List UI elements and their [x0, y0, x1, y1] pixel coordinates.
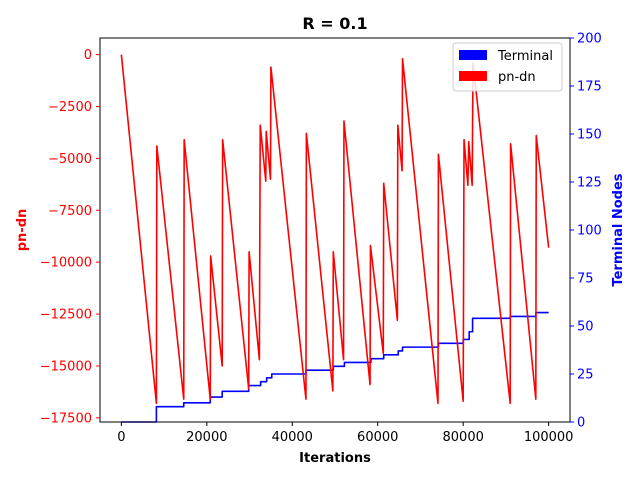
right-y-tick-label: 50 — [577, 320, 594, 335]
left-y-tick-label: −7500 — [48, 204, 92, 219]
x-tick-label: 40000 — [272, 430, 313, 445]
left-y-tick-label: −12500 — [40, 308, 92, 323]
right-y-tick-label: 175 — [577, 80, 602, 95]
left-y-tick-label: −5000 — [48, 152, 92, 167]
x-tick-label: 20000 — [186, 430, 227, 445]
left-y-tick-label: −10000 — [40, 256, 92, 271]
x-tick-label: 100000 — [524, 430, 574, 445]
chart-title: R = 0.1 — [302, 14, 367, 33]
left-y-tick-label: −15000 — [40, 359, 92, 374]
right-y-tick-label: 200 — [577, 32, 602, 47]
left-y-axis-label: pn-dn — [15, 209, 30, 252]
left-y-tick-label: −2500 — [48, 100, 92, 115]
right-y-axis-ticks: 0 25 50 75 100 125 150 175 200 — [570, 32, 602, 431]
right-y-tick-label: 150 — [577, 128, 602, 143]
right-y-axis-label: Terminal Nodes — [611, 173, 626, 286]
right-y-tick-label: 125 — [577, 176, 602, 191]
left-y-axis-ticks: 0 −2500 −5000 −7500 −10000 −12500 −15000 −17500 — [40, 48, 100, 426]
right-y-tick-label: 25 — [577, 368, 594, 383]
x-tick-label: 60000 — [357, 430, 398, 445]
x-tick-label: 0 — [117, 430, 125, 445]
legend-label-terminal: Terminal — [497, 49, 553, 64]
left-y-tick-label: −17500 — [40, 411, 92, 426]
x-axis-ticks: 0 20000 40000 60000 80000 100000 — [117, 422, 573, 445]
right-y-tick-label: 75 — [577, 272, 594, 287]
legend-swatch-pn-dn — [459, 71, 487, 81]
left-y-tick-label: 0 — [84, 48, 92, 63]
right-y-tick-label: 100 — [577, 224, 602, 239]
x-axis-label: Iterations — [299, 451, 371, 466]
legend-swatch-terminal — [459, 50, 487, 60]
series-line-terminal — [121, 311, 549, 423]
right-y-tick-label: 0 — [577, 416, 585, 431]
legend: Terminal pn-dn — [452, 42, 563, 92]
plot-lines — [120, 54, 550, 423]
legend-label-pn-dn: pn-dn — [498, 70, 536, 85]
series-line-pn-dn — [120, 54, 550, 405]
x-tick-label: 80000 — [443, 430, 484, 445]
